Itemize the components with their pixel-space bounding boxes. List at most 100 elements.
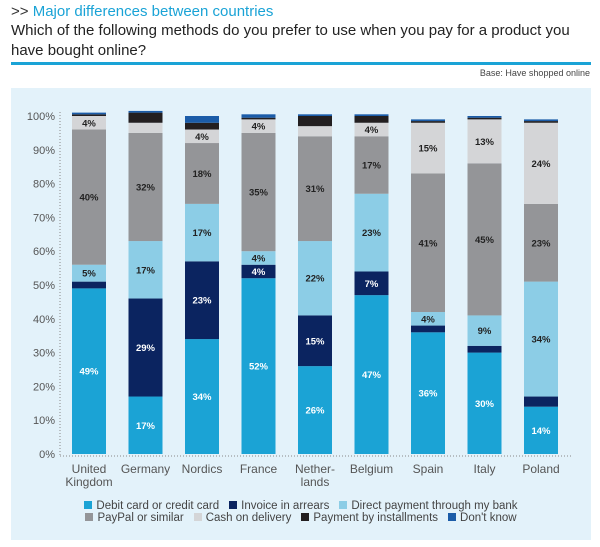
x-tick-label: Nordics (182, 462, 223, 476)
data-label: 4% (82, 118, 96, 129)
legend-item: Cash on delivery (193, 512, 291, 524)
bar-segment (185, 122, 219, 130)
x-tick-label: France (240, 462, 278, 476)
data-label: 9% (478, 326, 492, 337)
bar-segment (467, 352, 502, 454)
bar-segment (241, 132, 276, 252)
data-label: 45% (475, 235, 495, 246)
x-tick-label: Belgium (350, 462, 393, 476)
y-tick-label: 20% (33, 381, 55, 393)
legend-swatch (339, 501, 348, 509)
bar-segment (72, 112, 106, 115)
x-tick-label: Kingdom (65, 475, 112, 489)
bar-segment (411, 121, 445, 123)
data-label: 4% (365, 125, 379, 136)
y-tick-label: 70% (33, 212, 55, 224)
data-label: 18% (192, 169, 212, 180)
bar-segment (72, 264, 106, 282)
bar-segment (298, 241, 332, 316)
legend-label: Direct payment through my bank (351, 500, 518, 512)
bar-segment (72, 129, 106, 265)
data-label: 36% (418, 389, 438, 400)
bar-segment (128, 132, 163, 242)
bar-segment (128, 122, 163, 133)
bar-segment (354, 136, 389, 194)
bar-segment (467, 345, 502, 353)
bar-segment (241, 117, 276, 120)
data-label: 17% (192, 228, 212, 239)
bar-segment (128, 396, 163, 454)
bar-segment (241, 278, 276, 454)
bar-segment (354, 295, 389, 454)
legend-swatch (193, 513, 202, 521)
data-label: 15% (305, 336, 325, 347)
data-label: 17% (136, 265, 156, 276)
data-label: 30% (475, 399, 495, 410)
legend-label: Don't know (460, 512, 517, 524)
bar-segment (128, 112, 163, 123)
x-tick-label: Poland (522, 462, 559, 476)
bar-segment (411, 325, 445, 333)
data-label: 17% (362, 161, 382, 172)
data-label: 15% (418, 144, 438, 155)
legend-row: Debit card or credit card Invoice in arre… (11, 500, 591, 512)
chart-question: Which of the following methods do you pr… (11, 22, 570, 59)
y-tick-label: 40% (33, 314, 55, 326)
data-label: 23% (531, 238, 551, 249)
kicker-text: Major differences between countries (32, 3, 274, 20)
bar-segment (524, 406, 558, 454)
data-label: 49% (79, 367, 99, 378)
bar-segment (72, 116, 106, 130)
x-tick-label: United (72, 462, 107, 476)
data-label: 35% (249, 188, 269, 199)
legend-label: Debit card or credit card (96, 500, 220, 512)
bar-segment (72, 114, 106, 116)
data-label: 5% (82, 269, 96, 280)
legend-item: Don't know (448, 512, 517, 524)
x-tick-label: lands (301, 475, 330, 489)
bar-segment (241, 114, 276, 118)
data-label: 4% (252, 267, 266, 278)
data-label: 17% (136, 421, 156, 432)
data-label: 31% (305, 184, 325, 195)
bar-segment (128, 298, 163, 397)
data-label: 24% (531, 159, 551, 170)
x-tick-label: Germany (121, 462, 170, 476)
legend-swatch (229, 501, 238, 509)
legend-swatch (85, 513, 94, 521)
legend-item: Direct payment through my bank (339, 500, 518, 512)
bar-segment (185, 203, 219, 262)
y-tick-label: 30% (33, 348, 55, 360)
data-label: 14% (531, 426, 551, 437)
bar-segment (72, 288, 106, 454)
bar-segment (241, 264, 276, 279)
legend-item: Invoice in arrears (229, 500, 329, 512)
bar-segment (354, 116, 389, 123)
data-label: 41% (418, 238, 438, 249)
y-tick-label: 0% (39, 449, 55, 461)
section-kicker: >> Major differences between countries (11, 3, 273, 20)
bar-segment (185, 129, 219, 144)
bar-segment (185, 339, 219, 454)
bar-segment (524, 122, 558, 204)
bar-segment (298, 126, 332, 137)
legend-item: Debit card or credit card (84, 500, 219, 512)
bar-segment (411, 173, 445, 313)
bar-segment (298, 136, 332, 242)
bar-segment (298, 315, 332, 367)
y-tick-label: 10% (33, 415, 55, 427)
x-tick-label: Italy (473, 462, 495, 476)
data-label: 29% (136, 343, 156, 354)
bar-segment (411, 332, 445, 454)
bar-segment (298, 366, 332, 454)
bar-segment (411, 119, 445, 122)
bar-segment (411, 312, 445, 326)
bar-segment (524, 119, 558, 122)
bar-segment (467, 163, 502, 316)
bar-segment (185, 261, 219, 340)
x-tick-label: Spain (413, 462, 444, 476)
legend-row: PayPal or similar Cash on delivery Payment… (11, 512, 591, 524)
data-label: 47% (362, 370, 382, 381)
bar-segment (354, 122, 389, 137)
